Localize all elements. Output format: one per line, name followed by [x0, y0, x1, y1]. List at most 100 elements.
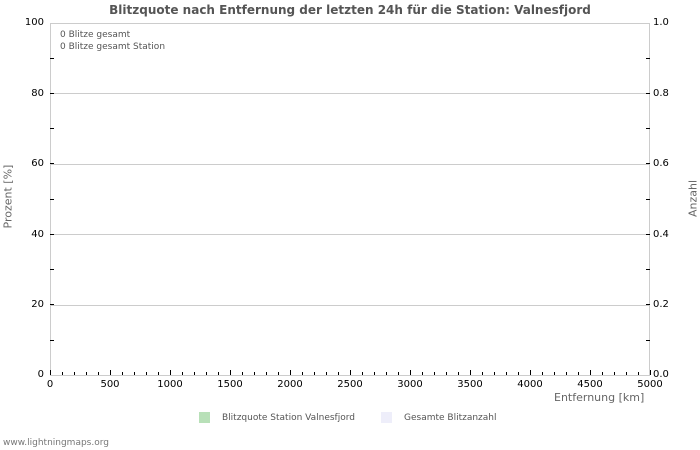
- x-tick-label: 1500: [217, 379, 243, 390]
- y2-tick: [646, 269, 650, 270]
- x-tick: [266, 372, 267, 375]
- x-tick: [386, 372, 387, 375]
- x-tick: [242, 372, 243, 375]
- y2-tick-label: 1.0: [653, 17, 669, 28]
- x-tick: [410, 370, 411, 375]
- y-tick: [50, 93, 54, 94]
- x-tick: [362, 372, 363, 375]
- y2-tick-label: 0.2: [653, 299, 669, 310]
- y2-tick: [646, 199, 650, 200]
- x-tick: [602, 372, 603, 375]
- x-tick: [650, 370, 651, 375]
- y2-tick-label: 0.4: [653, 229, 669, 240]
- info-total: 0 Blitze gesamt: [60, 30, 131, 40]
- x-tick: [158, 372, 159, 375]
- x-tick: [398, 372, 399, 375]
- x-tick: [254, 372, 255, 375]
- x-tick-label: 4500: [577, 379, 603, 390]
- y2-tick: [646, 340, 650, 341]
- gridline: [51, 93, 649, 94]
- x-tick: [626, 372, 627, 375]
- x-tick-label: 3000: [397, 379, 423, 390]
- x-tick-label: 2500: [337, 379, 363, 390]
- y-tick: [50, 163, 54, 164]
- y-tick: [50, 128, 54, 129]
- x-tick: [482, 372, 483, 375]
- x-tick: [638, 372, 639, 375]
- y2-axis-title: Anzahl: [686, 179, 700, 218]
- x-tick: [470, 370, 471, 375]
- legend-swatch-total: [381, 412, 392, 423]
- x-tick: [98, 372, 99, 375]
- x-tick: [218, 372, 219, 375]
- x-tick-label: 2000: [277, 379, 303, 390]
- y-tick: [50, 340, 54, 341]
- y2-tick: [646, 163, 650, 164]
- x-tick-label: 0: [46, 379, 54, 390]
- x-tick: [518, 372, 519, 375]
- y-tick: [50, 304, 54, 305]
- x-tick: [422, 372, 423, 375]
- plot-area: [50, 23, 650, 375]
- x-tick-label: 3500: [457, 379, 483, 390]
- x-tick: [458, 372, 459, 375]
- x-tick: [590, 370, 591, 375]
- x-tick: [134, 372, 135, 375]
- x-tick: [554, 372, 555, 375]
- x-tick: [182, 372, 183, 375]
- gridline: [51, 234, 649, 235]
- x-tick: [206, 372, 207, 375]
- x-tick: [86, 372, 87, 375]
- x-tick: [446, 372, 447, 375]
- y-tick-label: 80: [31, 88, 44, 99]
- y2-tick: [646, 93, 650, 94]
- x-tick: [350, 370, 351, 375]
- footer-source: www.lightningmaps.org: [3, 438, 109, 448]
- x-tick: [110, 370, 111, 375]
- x-tick-label: 1000: [157, 379, 183, 390]
- gridline: [51, 305, 649, 306]
- x-tick: [326, 372, 327, 375]
- x-tick: [230, 370, 231, 375]
- y-tick-label: 0: [37, 369, 44, 380]
- x-tick: [506, 372, 507, 375]
- x-tick-label: 4000: [517, 379, 543, 390]
- x-tick: [62, 372, 63, 375]
- info-station: 0 Blitze gesamt Station: [60, 42, 166, 52]
- x-tick: [50, 370, 51, 375]
- y2-tick-label: 0.0: [653, 369, 669, 380]
- y2-tick: [646, 234, 650, 235]
- legend-label-station: Blitzquote Station Valnesfjord: [222, 413, 355, 423]
- x-tick: [374, 372, 375, 375]
- legend-label-total: Gesamte Blitzanzahl: [404, 413, 497, 423]
- x-tick: [566, 372, 567, 375]
- y2-tick: [646, 304, 650, 305]
- y-tick-label: 100: [24, 17, 44, 28]
- y-axis-title: Prozent [%]: [1, 164, 15, 229]
- y-tick-label: 20: [31, 299, 44, 310]
- x-axis-title: Entfernung [km]: [554, 391, 645, 404]
- y2-tick: [646, 128, 650, 129]
- legend-swatch-station: [199, 412, 210, 423]
- x-tick: [614, 372, 615, 375]
- x-tick: [170, 370, 171, 375]
- x-tick: [314, 372, 315, 375]
- y2-tick-label: 0.6: [653, 158, 669, 169]
- x-tick: [290, 370, 291, 375]
- x-tick: [542, 372, 543, 375]
- x-tick: [146, 372, 147, 375]
- chart-title: Blitzquote nach Entfernung der letzten 2…: [109, 3, 591, 17]
- y-tick: [50, 269, 54, 270]
- x-tick: [302, 372, 303, 375]
- x-tick: [278, 372, 279, 375]
- x-tick: [338, 372, 339, 375]
- x-tick: [530, 370, 531, 375]
- y-tick-label: 40: [31, 229, 44, 240]
- x-tick-label: 5000: [637, 379, 663, 390]
- x-tick: [434, 372, 435, 375]
- x-tick: [494, 372, 495, 375]
- y2-tick: [646, 58, 650, 59]
- y-tick: [50, 234, 54, 235]
- x-tick-label: 500: [100, 379, 120, 390]
- x-axis-line: [50, 375, 650, 376]
